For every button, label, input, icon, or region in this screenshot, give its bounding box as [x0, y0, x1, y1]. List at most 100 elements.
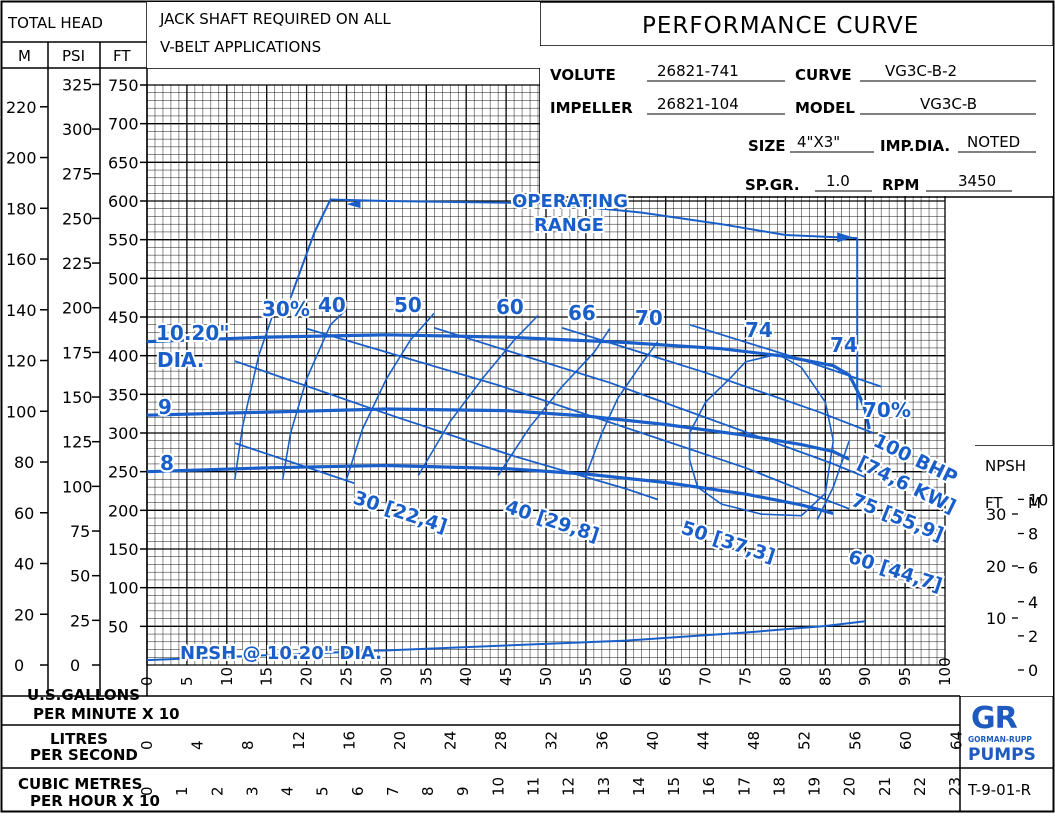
lps-tick-label: 56 [846, 731, 864, 750]
operating-range-arrow-right [837, 232, 854, 243]
gpm-tick-label: 45 [497, 667, 515, 686]
head-curve-label-9: 9 [158, 395, 172, 419]
gpm-tick-label: 20 [298, 667, 316, 686]
lps-tick-label: 20 [391, 731, 409, 750]
efficiency-label: 66 [568, 301, 596, 325]
gpm-tick-label: 75 [737, 667, 755, 686]
efficiency-curve [688, 353, 835, 517]
npsh-m-tick-label: 0 [1028, 661, 1038, 680]
bhp-label: 40 [29,8] [502, 496, 601, 547]
npsh-box-title: NPSH [985, 457, 1026, 475]
npsh-ft-tick-label: 20 [986, 557, 1006, 576]
operating-range-line [289, 198, 858, 299]
lps-tick-label: 4 [189, 740, 207, 750]
gpm-tick-label: 65 [657, 667, 675, 686]
m-tick-label: 220 [6, 98, 37, 117]
efficiency-label: 70% [863, 398, 911, 422]
psi-tick-label: 225 [62, 254, 93, 273]
head-curve [146, 333, 871, 430]
lps-tick-label: 8 [239, 740, 257, 750]
cmh-tick-label: 13 [595, 777, 613, 796]
gorman-rupp-logo: GR GORMAN-RUPP PUMPS [968, 701, 1036, 765]
ft-tick-label: 200 [108, 501, 139, 520]
psi-tick-label: 150 [62, 388, 93, 407]
operating-range-arrow-left [346, 200, 361, 209]
spgr-label: SP.GR. [745, 176, 800, 194]
lps-tick-label: 44 [695, 731, 713, 750]
gpm-tick-label: 70 [697, 667, 715, 686]
bhp-curve [234, 360, 658, 501]
size-label: SIZE [748, 137, 786, 155]
m-tick-label: 200 [6, 149, 37, 168]
efficiency-curve [234, 309, 276, 480]
lps-tick-label: 40 [644, 731, 662, 750]
efficiency-curve [816, 440, 850, 520]
volute-value: 26821-741 [657, 62, 739, 80]
gpm-tick-label: 50 [537, 667, 555, 686]
psi-tick-label: 25 [70, 611, 90, 630]
model-label: MODEL [795, 99, 855, 117]
ft-tick-label: 100 [108, 579, 139, 598]
cmh-tick-label: 8 [419, 786, 437, 796]
lps-label-2: PER SECOND [30, 746, 138, 764]
npsh-curve [146, 620, 866, 662]
npsh-m-unit: M [1028, 494, 1041, 512]
logo-line2: PUMPS [968, 745, 1036, 765]
cmh-tick-label: 22 [911, 777, 929, 796]
m-tick-label: 180 [6, 199, 37, 218]
cmh-tick-label: 19 [806, 777, 824, 796]
efficiency-label: 60 [496, 295, 524, 319]
npsh-m-tick-label: 2 [1028, 627, 1038, 646]
cmh-tick-label: 10 [489, 777, 507, 796]
lps-tick-label: 32 [543, 731, 561, 750]
lps-tick-label: 60 [897, 731, 915, 750]
npsh-ft-unit: FT [985, 494, 1003, 512]
gpm-tick-label: 80 [776, 667, 794, 686]
impeller-label: IMPELLER [550, 99, 633, 117]
psi-tick-label: 50 [70, 567, 90, 586]
cmh-tick-label: 6 [349, 786, 367, 796]
psi-tick-label: 175 [62, 343, 93, 362]
m-tick-label: 80 [14, 453, 34, 472]
npsh-m-tick-label: 10 [1028, 490, 1048, 509]
head-curve-label-8: 8 [160, 451, 174, 475]
gpm-tick-label: 55 [577, 667, 595, 686]
rpm-label: RPM [882, 176, 919, 194]
ft-tick-label: 450 [108, 308, 139, 327]
lps-tick-label: 12 [290, 731, 308, 750]
impdia-value: NOTED [967, 133, 1020, 151]
drawing-code: T-9-01-R [967, 781, 1031, 799]
ft-tick-label: 650 [108, 153, 139, 172]
model-value: VG3C-B [920, 95, 977, 113]
gpm-tick-label: 0 [138, 676, 156, 686]
efficiency-label: 70 [635, 306, 663, 330]
cmh-tick-label: 18 [770, 777, 788, 796]
ft-tick-label: 150 [108, 540, 139, 559]
psi-tick-label: 100 [62, 477, 93, 496]
ft-tick-label: 500 [108, 269, 139, 288]
m-tick-label: 160 [6, 250, 37, 269]
npsh-curve-label: NPSH @ 10.20" DIA. [180, 643, 382, 664]
cmh-tick-label: 9 [454, 786, 472, 796]
cmh-tick-label: 11 [524, 777, 542, 796]
efficiency-label: 30% [262, 297, 310, 321]
cmh-tick-label: 23 [946, 777, 964, 796]
curve-label: CURVE [795, 66, 852, 84]
efficiency-curve [345, 312, 435, 480]
m-tick-label: 60 [14, 504, 34, 523]
psi-tick-label: 325 [62, 75, 93, 94]
lps-tick-label: 28 [492, 731, 510, 750]
bhp-curve [689, 323, 882, 388]
npsh-m-tick-label: 8 [1028, 525, 1038, 544]
unit-psi-label: PSI [62, 47, 85, 65]
gpm-tick-label: 100 [936, 657, 954, 686]
gpm-tick-label: 30 [377, 667, 395, 686]
ft-tick-label: 350 [108, 385, 139, 404]
psi-tick-label: 275 [62, 165, 93, 184]
efficiency-label-74-right: 74 [830, 333, 858, 357]
note-line-2: V-BELT APPLICATIONS [160, 38, 321, 56]
logo-mark: GR [971, 701, 1018, 736]
gpm-tick-label: 10 [218, 667, 236, 686]
